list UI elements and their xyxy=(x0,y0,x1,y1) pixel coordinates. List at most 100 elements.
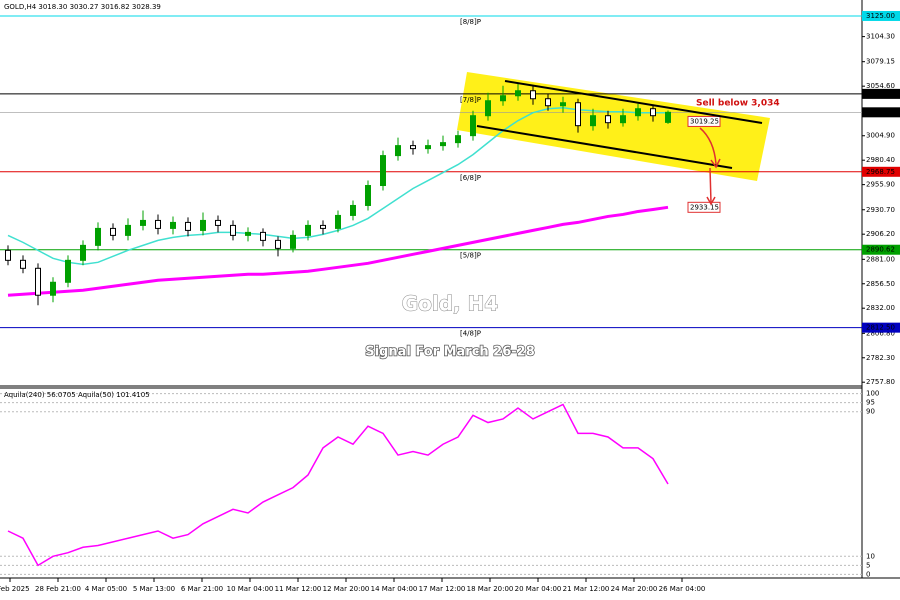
candle-body xyxy=(50,281,56,296)
candle-body xyxy=(245,231,251,236)
candle-body xyxy=(170,221,176,229)
level-label: 3125.00 xyxy=(866,12,895,20)
indicator-tick-label: 90 xyxy=(866,408,875,416)
level-label: 2890.62 xyxy=(866,246,895,254)
chart-subtitle: Signal For March 26-28 xyxy=(365,345,535,360)
candle-body xyxy=(380,155,386,187)
y-tick-label: 3004.90 xyxy=(866,132,895,140)
candle-body xyxy=(425,145,431,150)
candle-body xyxy=(590,115,596,127)
current-price-label: 3028.39 xyxy=(866,108,895,116)
indicator-tick-label: 95 xyxy=(866,399,875,407)
level-name: [5/8]P xyxy=(460,252,481,260)
y-tick-label: 2856.50 xyxy=(866,280,895,288)
y-tick-label: 3104.30 xyxy=(866,33,895,41)
candle-body xyxy=(575,102,581,127)
x-tick-label: 4 Mar 05:00 xyxy=(85,585,127,593)
candle-body xyxy=(275,239,281,249)
candle-body xyxy=(125,224,131,236)
candle-body xyxy=(455,135,461,144)
level-name: [8/8]P xyxy=(460,18,481,26)
candle-body xyxy=(335,214,341,229)
x-tick-label: 18 Mar 20:00 xyxy=(467,585,514,593)
candle-body xyxy=(155,219,161,229)
x-tick-label: 20 Mar 04:00 xyxy=(515,585,562,593)
symbol-info: GOLD,H4 3018.30 3030.27 3016.82 3028.39 xyxy=(4,3,161,11)
candle-body xyxy=(485,100,491,117)
y-tick-label: 2955.90 xyxy=(866,181,895,189)
candle-body xyxy=(365,185,371,206)
channel-highlight xyxy=(457,72,770,181)
candle-body xyxy=(215,219,221,226)
level-name: [7/8]P xyxy=(460,96,481,104)
y-tick-label: 3079.15 xyxy=(866,58,895,66)
level-label: 3046.88 xyxy=(866,90,895,98)
level-label: 2812.50 xyxy=(866,324,895,332)
level-box xyxy=(862,88,900,99)
x-tick-label: 10 Mar 04:00 xyxy=(227,585,274,593)
candle-body xyxy=(545,98,551,107)
candle-body xyxy=(95,227,101,246)
candle-body xyxy=(530,90,536,100)
indicator-tick-label: 5 xyxy=(866,561,870,569)
y-tick-label: 2906.20 xyxy=(866,230,895,238)
candle-body xyxy=(290,234,296,249)
indicator-tick-label: 10 xyxy=(866,552,875,560)
candle-body xyxy=(320,224,326,229)
x-tick-label: 21 Mar 12:00 xyxy=(563,585,610,593)
candle-body xyxy=(650,108,656,117)
candle-body xyxy=(395,145,401,157)
candle-body xyxy=(140,219,146,226)
x-tick-label: 6 Mar 21:00 xyxy=(181,585,223,593)
channel-line xyxy=(476,125,733,169)
candle-body xyxy=(35,267,41,296)
x-tick-label: 14 Mar 04:00 xyxy=(371,585,418,593)
y-tick-label: 2782.30 xyxy=(866,354,895,362)
price-tag xyxy=(687,115,721,127)
x-tick-label: 28 Feb 21:00 xyxy=(35,585,81,593)
candle-body xyxy=(410,145,416,150)
chart-title: Gold, H4 xyxy=(402,292,499,316)
y-tick-label: 2806.80 xyxy=(866,329,895,337)
level-name: [4/8]P xyxy=(460,330,481,338)
y-tick-label: 2980.40 xyxy=(866,156,895,164)
candle-body xyxy=(560,102,566,107)
indicator-line xyxy=(7,403,669,567)
candle-body xyxy=(440,142,446,147)
y-tick-label: 2881.00 xyxy=(866,255,895,263)
x-tick-label: 7 Feb 2025 xyxy=(0,585,30,593)
level-name: [6/8]P xyxy=(460,174,481,182)
candle-body xyxy=(230,224,236,236)
indicator-title: Aquila(240) 56.0705 Aquila(50) 101.4105 xyxy=(4,391,150,399)
candle-body xyxy=(470,115,476,137)
level-box xyxy=(862,322,900,333)
price-tag-label: 3019.25 xyxy=(690,117,719,125)
candle-body xyxy=(605,115,611,124)
y-tick-label: 2832.00 xyxy=(866,304,895,312)
y-tick-label: 2930.70 xyxy=(866,206,895,214)
annotation: Sell below 3,034 xyxy=(696,99,780,109)
candle-body xyxy=(80,244,86,261)
candle-body xyxy=(185,221,191,231)
arrow xyxy=(709,167,712,204)
candle-body xyxy=(635,108,641,117)
level-label: 2968.75 xyxy=(866,168,895,176)
channel-line xyxy=(504,80,763,124)
candle-body xyxy=(200,219,206,231)
arrow xyxy=(699,127,717,165)
level-box xyxy=(862,10,900,21)
candle-body xyxy=(5,249,11,261)
level-box xyxy=(862,244,900,255)
moving-average xyxy=(7,205,669,297)
x-tick-label: 11 Mar 12:00 xyxy=(275,585,322,593)
y-tick-label: 2757.80 xyxy=(866,378,895,386)
candle-body xyxy=(305,224,311,236)
candle-body xyxy=(350,204,356,216)
x-tick-label: 12 Mar 20:00 xyxy=(323,585,370,593)
current-price-box xyxy=(862,107,900,118)
arrow-head xyxy=(706,196,716,206)
x-tick-label: 26 Mar 04:00 xyxy=(659,585,706,593)
candle-body xyxy=(515,90,521,97)
candle-body xyxy=(665,111,671,123)
